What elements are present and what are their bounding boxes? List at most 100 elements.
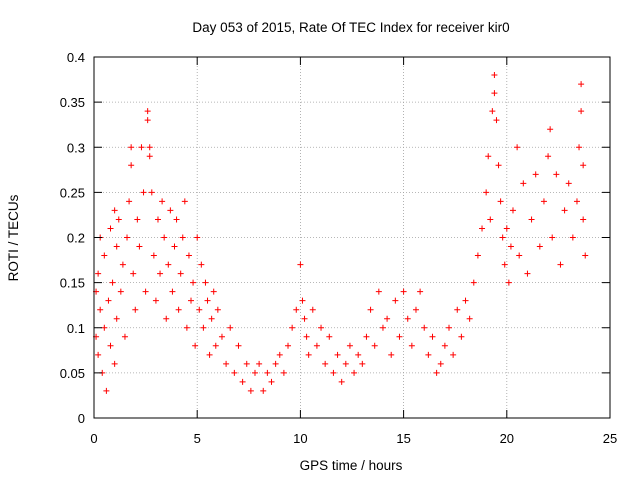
data-point <box>487 216 494 223</box>
data-point <box>578 108 585 115</box>
data-point <box>507 243 514 250</box>
data-point <box>342 360 349 367</box>
data-point <box>101 252 108 259</box>
data-point <box>128 144 135 151</box>
data-point <box>491 72 498 79</box>
data-point <box>437 360 444 367</box>
data-point <box>289 324 296 331</box>
data-point <box>421 324 428 331</box>
data-point <box>491 90 498 97</box>
data-point <box>212 342 219 349</box>
data-point <box>313 342 320 349</box>
data-point <box>185 252 192 259</box>
data-point <box>210 288 217 295</box>
data-point <box>159 198 166 205</box>
data-point <box>103 387 110 394</box>
data-point <box>280 369 287 376</box>
data-point <box>540 198 547 205</box>
data-point <box>136 243 143 250</box>
data-point <box>146 144 153 151</box>
y-tick-label: 0.35 <box>60 95 85 110</box>
data-point <box>95 351 102 358</box>
data-point <box>363 333 370 340</box>
data-point <box>318 324 325 331</box>
data-point <box>144 117 151 124</box>
data-point <box>392 297 399 304</box>
data-point <box>408 342 415 349</box>
data-point <box>379 324 386 331</box>
axis-ticks: 0 0.05 0.1 0.15 0.2 0.25 0.3 0.35 0.4 0 5 10 15 20 25 <box>60 50 618 446</box>
data-point <box>495 162 502 169</box>
data-point <box>400 288 407 295</box>
data-point <box>206 351 213 358</box>
data-point <box>157 270 164 277</box>
data-point <box>124 234 131 241</box>
data-point <box>163 315 170 322</box>
y-axis-label: ROTI / TECUs <box>6 194 21 281</box>
data-point <box>549 234 556 241</box>
data-point <box>355 351 362 358</box>
data-point <box>227 324 234 331</box>
data-point <box>557 261 564 268</box>
y-tick-label: 0.1 <box>67 321 85 336</box>
data-point <box>458 333 465 340</box>
data-point <box>173 216 180 223</box>
data-point <box>489 108 496 115</box>
y-tick-label: 0.3 <box>67 140 85 155</box>
data-point <box>528 216 535 223</box>
data-point <box>433 369 440 376</box>
data-point <box>107 225 114 232</box>
data-point <box>573 198 580 205</box>
data-point <box>485 153 492 160</box>
data-point <box>285 342 292 349</box>
data-point <box>569 234 576 241</box>
data-point <box>142 288 149 295</box>
data-point <box>117 288 124 295</box>
data-point <box>95 270 102 277</box>
data-point <box>446 324 453 331</box>
data-point <box>268 378 275 385</box>
data-point <box>188 297 195 304</box>
data-point <box>580 162 587 169</box>
x-tick-label: 15 <box>396 431 410 446</box>
data-point <box>565 180 572 187</box>
data-point <box>580 216 587 223</box>
data-point <box>479 225 486 232</box>
data-point <box>388 351 395 358</box>
data-point <box>301 315 308 322</box>
y-tick-label: 0 <box>78 411 85 426</box>
data-point <box>524 270 531 277</box>
data-point <box>97 306 104 313</box>
data-point <box>309 306 316 313</box>
data-point <box>154 216 161 223</box>
data-point <box>256 360 263 367</box>
data-point <box>134 216 141 223</box>
data-point <box>338 378 345 385</box>
y-tick-label: 0.2 <box>67 231 85 246</box>
data-point <box>251 369 258 376</box>
data-point <box>483 189 490 196</box>
data-point <box>132 306 139 313</box>
data-point <box>202 279 209 286</box>
data-point <box>235 342 242 349</box>
data-point <box>152 297 159 304</box>
data-point <box>499 234 506 241</box>
y-tick-label: 0.05 <box>60 366 85 381</box>
data-point <box>239 378 246 385</box>
data-point <box>272 360 279 367</box>
data-point <box>208 315 215 322</box>
x-tick-label: 10 <box>293 431 307 446</box>
data-point <box>561 207 568 214</box>
data-point <box>138 144 145 151</box>
y-tick-label: 0.4 <box>67 50 85 65</box>
data-point <box>501 261 508 268</box>
data-point <box>121 333 128 340</box>
data-point <box>582 252 589 259</box>
data-point <box>503 225 510 232</box>
x-axis-label: GPS time / hours <box>300 458 403 473</box>
data-point <box>196 306 203 313</box>
data-point <box>231 369 238 376</box>
data-point <box>450 351 457 358</box>
data-point <box>520 180 527 187</box>
y-tick-label: 0.25 <box>60 185 85 200</box>
